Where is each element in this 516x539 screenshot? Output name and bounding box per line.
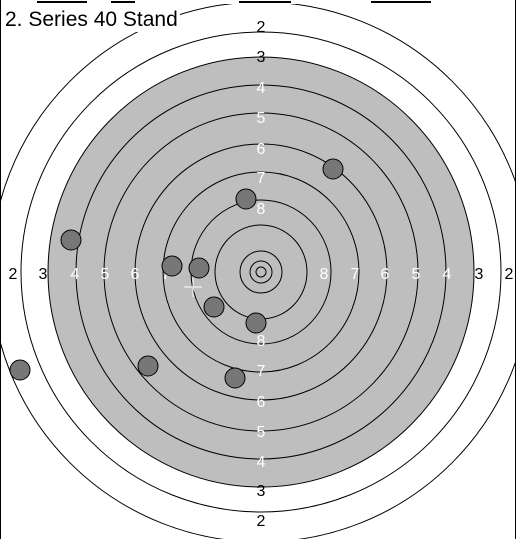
center-dot [255, 266, 267, 278]
ring-6 [103, 112, 419, 432]
shot-hole[interactable] [137, 355, 159, 377]
ring-label-top-6: 6 [257, 141, 266, 158]
series-title: 2. Series 40 Stand [5, 8, 180, 32]
ring-4 [47, 56, 475, 488]
black-zone [48, 57, 474, 487]
shot-hole[interactable] [322, 158, 344, 180]
ring-label-bottom-8: 8 [257, 333, 266, 350]
strip-segment [111, 1, 135, 3]
ring-label-right-7: 7 [351, 266, 360, 283]
ring-label-right-5: 5 [412, 266, 421, 283]
shot-hole[interactable] [245, 312, 267, 334]
ring-label-right-4: 4 [443, 266, 452, 283]
shot-hole[interactable] [203, 296, 225, 318]
shot-hole[interactable] [60, 229, 82, 251]
ring-label-left-6: 6 [131, 266, 140, 283]
ring-label-right-6: 6 [381, 266, 390, 283]
ring-label-right-8: 8 [320, 266, 329, 283]
strip-segment [239, 1, 291, 3]
ring-10-inner [239, 250, 283, 294]
shot-hole[interactable] [235, 188, 257, 210]
ring-3 [20, 31, 502, 513]
strip-segment [37, 1, 87, 3]
ring-label-left-5: 5 [101, 266, 110, 283]
ring-8 [162, 171, 360, 373]
shot-hole[interactable] [9, 359, 31, 381]
ring-label-left-3: 3 [39, 266, 48, 283]
ring-label-top-8: 8 [257, 201, 266, 218]
ring-label-top-5: 5 [257, 110, 266, 127]
ring-x [249, 260, 273, 284]
ring-label-left-4: 4 [71, 266, 80, 283]
top-strip [1, 0, 515, 4]
ring-label-right-3: 3 [475, 266, 484, 283]
ring-label-bottom-4: 4 [257, 454, 266, 471]
ring-label-bottom-3: 3 [257, 483, 266, 500]
ring-label-bottom-7: 7 [257, 363, 266, 380]
shot-hole[interactable] [188, 257, 210, 279]
ring-label-left-2: 2 [9, 266, 18, 283]
shot-hole[interactable] [224, 367, 246, 389]
ring-label-right-2: 2 [505, 266, 514, 283]
ring-label-top-4: 4 [257, 80, 266, 97]
ring-label-bottom-6: 6 [257, 394, 266, 411]
strip-segment [371, 1, 431, 3]
ring-label-top-2: 2 [257, 19, 266, 36]
ring-label-bottom-2: 2 [257, 513, 266, 530]
group-center-marker [184, 278, 202, 297]
ring-7 [134, 143, 388, 401]
ring-label-top-3: 3 [257, 49, 266, 66]
ring-label-bottom-5: 5 [257, 424, 266, 441]
shot-hole[interactable] [161, 255, 183, 277]
ring-5 [75, 84, 447, 460]
ring-label-top-7: 7 [257, 170, 266, 187]
